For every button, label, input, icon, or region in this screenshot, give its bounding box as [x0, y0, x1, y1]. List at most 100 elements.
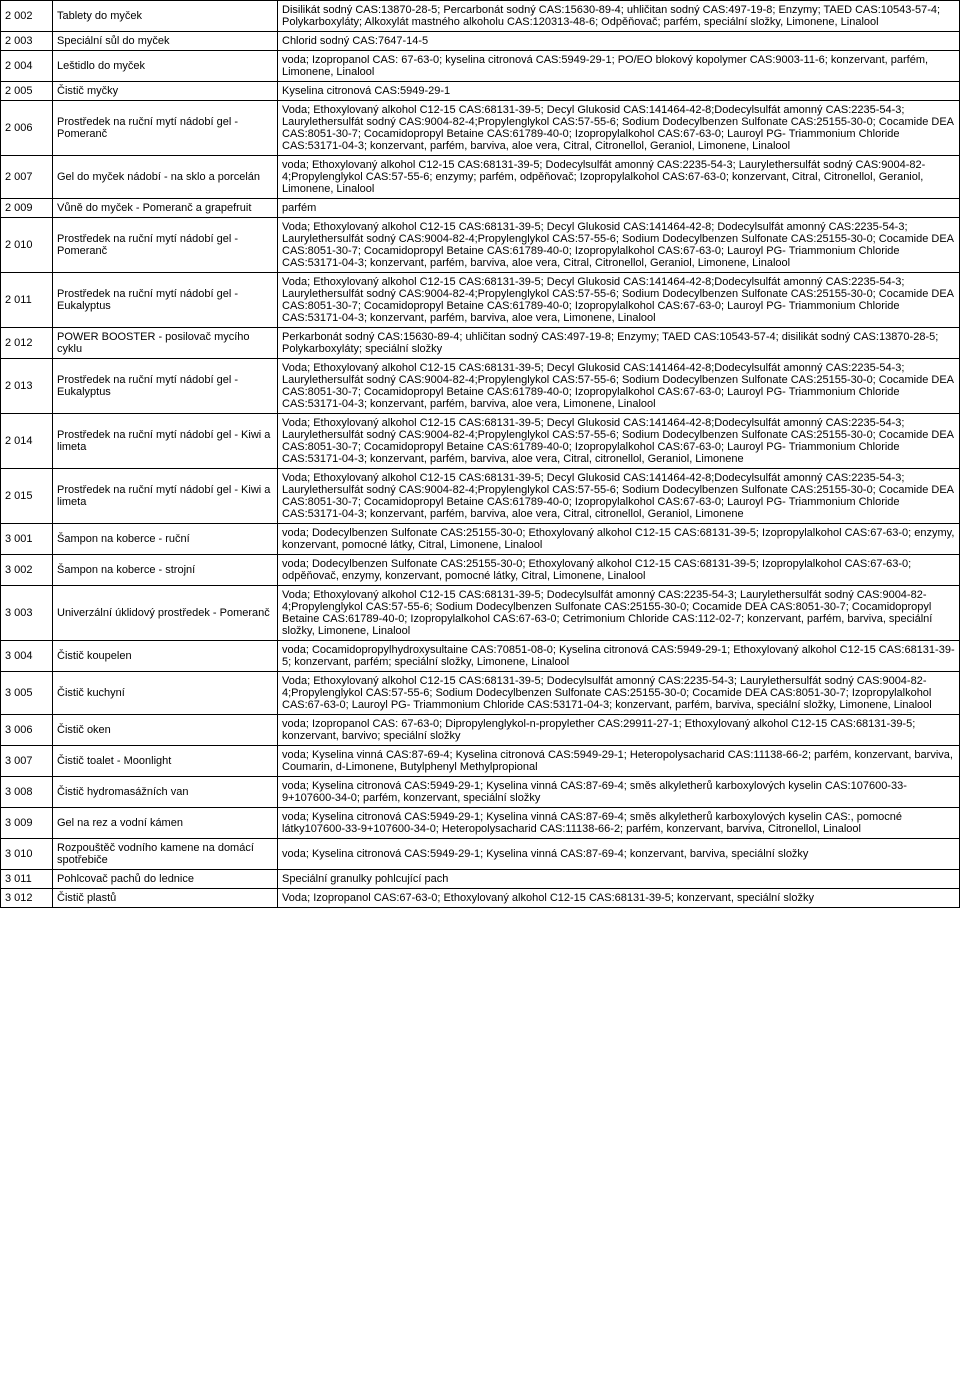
table-row: 3 008Čistič hydromasážních vanvoda; Kyse…	[1, 777, 960, 808]
table-row: 3 001Šampon na koberce - ručnívoda; Dode…	[1, 524, 960, 555]
product-description: parfém	[278, 199, 960, 218]
product-code: 2 009	[1, 199, 53, 218]
table-row: 2 003Speciální sůl do myčekChlorid sodný…	[1, 32, 960, 51]
product-code: 2 014	[1, 414, 53, 469]
product-code: 2 006	[1, 101, 53, 156]
product-name: Čistič myčky	[53, 82, 278, 101]
product-code: 2 011	[1, 273, 53, 328]
product-code: 2 005	[1, 82, 53, 101]
table-row: 3 004Čistič koupelenvoda; Cocamidopropyl…	[1, 641, 960, 672]
product-name: POWER BOOSTER - posilovač mycího cyklu	[53, 328, 278, 359]
product-description: Voda; Ethoxylovaný alkohol C12-15 CAS:68…	[278, 414, 960, 469]
product-description: voda; Kyselina vinná CAS:87-69-4; Kyseli…	[278, 746, 960, 777]
product-name: Šampon na koberce - strojní	[53, 555, 278, 586]
product-code: 2 015	[1, 469, 53, 524]
product-name: Pohlcovač pachů do lednice	[53, 870, 278, 889]
product-name: Čistič hydromasážních van	[53, 777, 278, 808]
product-description: Voda; Izopropanol CAS:67-63-0; Ethoxylov…	[278, 889, 960, 908]
table-row: 2 012POWER BOOSTER - posilovač mycího cy…	[1, 328, 960, 359]
product-code: 2 004	[1, 51, 53, 82]
table-row: 3 002Šampon na koberce - strojnívoda; Do…	[1, 555, 960, 586]
table-row: 2 004Leštidlo do myčekvoda; Izopropanol …	[1, 51, 960, 82]
table-row: 2 010Prostředek na ruční mytí nádobí gel…	[1, 218, 960, 273]
product-code: 3 004	[1, 641, 53, 672]
product-code: 2 002	[1, 1, 53, 32]
product-code: 3 009	[1, 808, 53, 839]
product-name: Prostředek na ruční mytí nádobí gel - Ki…	[53, 469, 278, 524]
product-code: 3 007	[1, 746, 53, 777]
product-name: Univerzální úklidový prostředek - Pomera…	[53, 586, 278, 641]
product-code: 2 003	[1, 32, 53, 51]
table-row: 2 013Prostředek na ruční mytí nádobí gel…	[1, 359, 960, 414]
product-description: Voda; Ethoxylovaný alkohol C12-15 CAS:68…	[278, 586, 960, 641]
product-code: 3 006	[1, 715, 53, 746]
product-name: Čistič plastů	[53, 889, 278, 908]
table-row: 3 005Čistič kuchyníVoda; Ethoxylovaný al…	[1, 672, 960, 715]
product-name: Speciální sůl do myček	[53, 32, 278, 51]
table-row: 2 002Tablety do myčekDisilikát sodný CAS…	[1, 1, 960, 32]
product-description: voda; Kyselina citronová CAS:5949-29-1; …	[278, 839, 960, 870]
product-name: Leštidlo do myček	[53, 51, 278, 82]
product-description: voda; Cocamidopropylhydroxysultaine CAS:…	[278, 641, 960, 672]
product-name: Gel do myček nádobí - na sklo a porcelán	[53, 156, 278, 199]
product-description: Voda; Ethoxylovaný alkohol C12-15 CAS:68…	[278, 218, 960, 273]
product-name: Prostředek na ruční mytí nádobí gel - Eu…	[53, 359, 278, 414]
product-code: 3 008	[1, 777, 53, 808]
product-code: 2 007	[1, 156, 53, 199]
product-code: 3 010	[1, 839, 53, 870]
product-description: voda; Kyselina citronová CAS:5949-29-1; …	[278, 808, 960, 839]
product-name: Gel na rez a vodní kámen	[53, 808, 278, 839]
table-row: 2 009Vůně do myček - Pomeranč a grapefru…	[1, 199, 960, 218]
table-row: 3 006Čistič okenvoda; Izopropanol CAS: 6…	[1, 715, 960, 746]
product-name: Čistič kuchyní	[53, 672, 278, 715]
product-description: Disilikát sodný CAS:13870-28-5; Percarbo…	[278, 1, 960, 32]
product-code: 3 011	[1, 870, 53, 889]
table-row: 2 005Čistič myčky Kyselina citronová CAS…	[1, 82, 960, 101]
product-name: Čistič toalet - Moonlight	[53, 746, 278, 777]
product-code: 3 002	[1, 555, 53, 586]
table-row: 3 009Gel na rez a vodní kámenvoda; Kysel…	[1, 808, 960, 839]
product-description: Kyselina citronová CAS:5949-29-1	[278, 82, 960, 101]
product-name: Prostředek na ruční mytí nádobí gel - Po…	[53, 218, 278, 273]
table-row: 3 012Čistič plastůVoda; Izopropanol CAS:…	[1, 889, 960, 908]
product-code: 2 010	[1, 218, 53, 273]
product-table: 2 002Tablety do myčekDisilikát sodný CAS…	[0, 0, 960, 908]
product-code: 2 012	[1, 328, 53, 359]
table-row: 2 011Prostředek na ruční mytí nádobí gel…	[1, 273, 960, 328]
table-row: 3 010Rozpouštěč vodního kamene na domácí…	[1, 839, 960, 870]
product-name: Šampon na koberce - ruční	[53, 524, 278, 555]
product-description: voda; Dodecylbenzen Sulfonate CAS:25155-…	[278, 555, 960, 586]
product-description: Chlorid sodný CAS:7647-14-5	[278, 32, 960, 51]
product-name: Prostředek na ruční mytí nádobí gel - Po…	[53, 101, 278, 156]
product-description: Voda; Ethoxylovaný alkohol C12-15 CAS:68…	[278, 672, 960, 715]
product-name: Čistič koupelen	[53, 641, 278, 672]
product-description: Voda; Ethoxylovaný alkohol C12-15 CAS:68…	[278, 359, 960, 414]
product-code: 3 003	[1, 586, 53, 641]
product-code: 3 012	[1, 889, 53, 908]
table-row: 2 007Gel do myček nádobí - na sklo a por…	[1, 156, 960, 199]
table-row: 3 007Čistič toalet - Moonlightvoda; Kyse…	[1, 746, 960, 777]
product-description: voda; Dodecylbenzen Sulfonate CAS:25155-…	[278, 524, 960, 555]
product-name: Prostředek na ruční mytí nádobí gel - Eu…	[53, 273, 278, 328]
product-description: Speciální granulky pohlcující pach	[278, 870, 960, 889]
product-description: voda; Kyselina citronová CAS:5949-29-1; …	[278, 777, 960, 808]
product-description: Voda; Ethoxylovaný alkohol C12-15 CAS:68…	[278, 101, 960, 156]
product-description: voda; Izopropanol CAS: 67-63-0; Dipropyl…	[278, 715, 960, 746]
product-name: Prostředek na ruční mytí nádobí gel - Ki…	[53, 414, 278, 469]
table-row: 3 011Pohlcovač pachů do ledniceSpeciální…	[1, 870, 960, 889]
product-description: Perkarbonát sodný CAS:15630-89-4; uhliči…	[278, 328, 960, 359]
product-name: Vůně do myček - Pomeranč a grapefruit	[53, 199, 278, 218]
product-code: 2 013	[1, 359, 53, 414]
product-description: voda; Ethoxylovaný alkohol C12-15 CAS:68…	[278, 156, 960, 199]
product-name: Čistič oken	[53, 715, 278, 746]
table-row: 2 006Prostředek na ruční mytí nádobí gel…	[1, 101, 960, 156]
product-name: Tablety do myček	[53, 1, 278, 32]
table-row: 2 015Prostředek na ruční mytí nádobí gel…	[1, 469, 960, 524]
product-description: voda; Izopropanol CAS: 67-63-0; kyselina…	[278, 51, 960, 82]
product-code: 3 005	[1, 672, 53, 715]
product-name: Rozpouštěč vodního kamene na domácí spot…	[53, 839, 278, 870]
product-code: 3 001	[1, 524, 53, 555]
table-row: 2 014Prostředek na ruční mytí nádobí gel…	[1, 414, 960, 469]
product-description: Voda; Ethoxylovaný alkohol C12-15 CAS:68…	[278, 469, 960, 524]
table-row: 3 003Univerzální úklidový prostředek - P…	[1, 586, 960, 641]
